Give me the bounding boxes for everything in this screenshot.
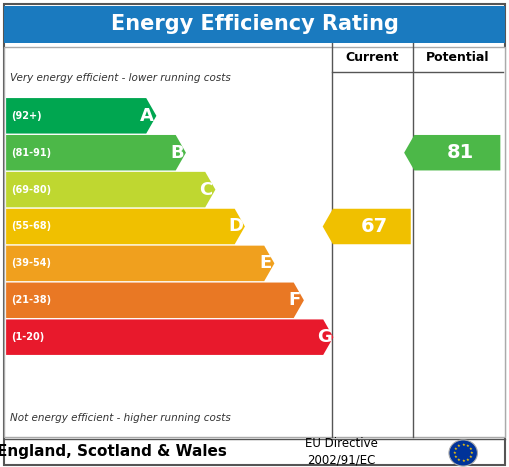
Text: E: E bbox=[259, 255, 271, 272]
Text: ★: ★ bbox=[469, 455, 473, 459]
Text: Very energy efficient - lower running costs: Very energy efficient - lower running co… bbox=[10, 73, 231, 84]
Text: ★: ★ bbox=[454, 455, 458, 459]
Text: (1-20): (1-20) bbox=[11, 332, 44, 342]
Polygon shape bbox=[6, 135, 186, 170]
Polygon shape bbox=[6, 283, 304, 318]
Text: G: G bbox=[317, 328, 332, 346]
Text: ★: ★ bbox=[453, 451, 456, 455]
Text: ★: ★ bbox=[461, 459, 465, 463]
Text: ★: ★ bbox=[466, 458, 469, 462]
Text: EU Directive
2002/91/EC: EU Directive 2002/91/EC bbox=[304, 437, 378, 467]
Text: (21-38): (21-38) bbox=[11, 295, 51, 305]
Polygon shape bbox=[6, 319, 333, 355]
Text: ★: ★ bbox=[454, 447, 458, 451]
Text: (69-80): (69-80) bbox=[11, 184, 51, 195]
Polygon shape bbox=[404, 135, 500, 170]
Bar bbox=[4, 6, 505, 43]
Circle shape bbox=[449, 440, 477, 466]
Text: England, Scotland & Wales: England, Scotland & Wales bbox=[0, 444, 227, 459]
Text: ★: ★ bbox=[470, 451, 474, 455]
Text: (92+): (92+) bbox=[11, 111, 42, 121]
Polygon shape bbox=[6, 209, 245, 244]
Text: F: F bbox=[289, 291, 301, 309]
Polygon shape bbox=[323, 209, 411, 244]
Text: ★: ★ bbox=[457, 458, 461, 462]
Text: A: A bbox=[140, 107, 154, 125]
Text: ★: ★ bbox=[466, 444, 469, 448]
Text: Potential: Potential bbox=[427, 51, 490, 64]
Polygon shape bbox=[6, 172, 215, 207]
Text: ★: ★ bbox=[469, 447, 473, 451]
Text: Current: Current bbox=[346, 51, 400, 64]
Text: ★: ★ bbox=[461, 443, 465, 447]
Polygon shape bbox=[6, 98, 156, 134]
Bar bbox=[4, 47, 505, 437]
Text: C: C bbox=[200, 181, 213, 198]
Text: D: D bbox=[228, 218, 243, 235]
Text: 67: 67 bbox=[361, 217, 388, 236]
Text: 81: 81 bbox=[446, 143, 473, 162]
Text: (39-54): (39-54) bbox=[11, 258, 51, 269]
Text: ★: ★ bbox=[457, 444, 461, 448]
Text: Not energy efficient - higher running costs: Not energy efficient - higher running co… bbox=[10, 413, 231, 423]
Text: (55-68): (55-68) bbox=[11, 221, 51, 232]
Text: (81-91): (81-91) bbox=[11, 148, 51, 158]
Text: B: B bbox=[170, 144, 184, 162]
Text: Energy Efficiency Rating: Energy Efficiency Rating bbox=[110, 14, 399, 34]
Polygon shape bbox=[6, 246, 274, 281]
